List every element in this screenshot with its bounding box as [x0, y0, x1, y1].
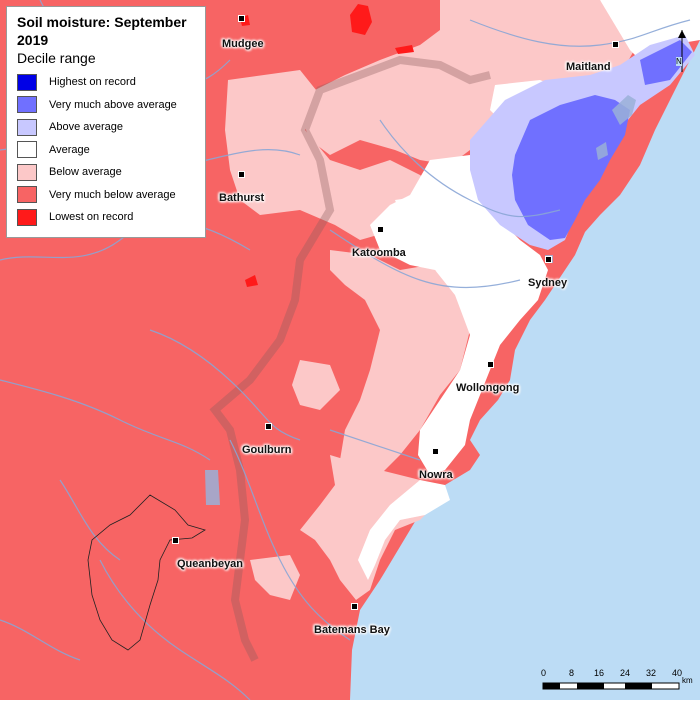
legend-swatch [17, 208, 37, 226]
scale-tick-8: 8 [569, 668, 575, 678]
legend-swatch [17, 73, 37, 91]
city-marker-queanbeyan [172, 537, 179, 544]
legend-swatch [17, 163, 37, 181]
scale-tick-0: 0 [541, 668, 547, 678]
legend-item-label: Average [49, 143, 90, 156]
lowest-on-record-regions [240, 4, 414, 287]
legend: Soil moisture: September 2019 Decile ran… [6, 6, 206, 238]
scale-bar: 0 8 16 24 32 40 km [540, 664, 693, 696]
city-label-bathurst: Bathurst [219, 192, 265, 204]
legend-item-average: Average [17, 139, 197, 162]
city-marker-sydney [545, 256, 552, 263]
legend-item-lowest: Lowest on record [17, 206, 197, 229]
legend-item-very-much-below: Very much below average [17, 184, 197, 207]
legend-item-label: Very much above average [49, 98, 177, 111]
ocean [350, 0, 700, 700]
city-marker-batemans-bay [351, 603, 358, 610]
legend-swatch [17, 118, 37, 136]
water-bodies [205, 95, 636, 505]
city-label-wollongong: Wollongong [456, 382, 520, 394]
legend-title: Soil moisture: September 2019 [17, 14, 187, 48]
legend-swatch [17, 96, 37, 114]
city-label-goulburn: Goulburn [242, 444, 292, 456]
city-label-batemans-bay: Batemans Bay [314, 624, 390, 636]
legend-item-label: Lowest on record [49, 211, 134, 224]
legend-item-above: Above average [17, 116, 197, 139]
legend-item-very-much-above: Very much above average [17, 94, 197, 117]
scale-tick-16: 16 [594, 668, 605, 678]
legend-item-highest: Highest on record [17, 71, 197, 94]
scale-tick-24: 24 [620, 668, 631, 678]
city-label-katoomba: Katoomba [352, 247, 406, 259]
city-marker-maitland [612, 41, 619, 48]
north-arrow-icon [678, 30, 686, 72]
city-marker-nowra [432, 448, 439, 455]
legend-subtitle: Decile range [17, 50, 96, 66]
city-label-queanbeyan: Queanbeyan [177, 558, 244, 570]
legend-item-label: Above average [49, 121, 123, 134]
city-marker-katoomba [377, 226, 384, 233]
legend-item-label: Below average [49, 166, 122, 179]
scale-tick-32: 32 [646, 668, 657, 678]
north-label: N [676, 57, 682, 66]
city-label-maitland: Maitland [566, 61, 611, 73]
city-label-sydney: Sydney [528, 277, 568, 289]
below-average-regions [225, 0, 640, 600]
city-marker-mudgee [238, 15, 245, 22]
escarpment-shadow [209, 55, 491, 662]
city-label-nowra: Nowra [419, 469, 453, 481]
city-label-mudgee: Mudgee [222, 38, 264, 50]
very-much-above-average-region-2 [640, 40, 692, 85]
city-marker-wollongong [487, 361, 494, 368]
scale-tick-40: 40 [672, 668, 683, 678]
legend-item-below: Below average [17, 161, 197, 184]
very-much-above-average-region [512, 95, 630, 240]
legend-item-label: Very much below average [49, 188, 176, 201]
act-border [87, 494, 206, 651]
scale-unit: km [682, 676, 693, 685]
city-marker-goulburn [265, 423, 272, 430]
legend-swatch [17, 186, 37, 204]
city-marker-bathurst [238, 171, 245, 178]
legend-item-label: Highest on record [49, 76, 136, 89]
legend-swatch [17, 141, 37, 159]
